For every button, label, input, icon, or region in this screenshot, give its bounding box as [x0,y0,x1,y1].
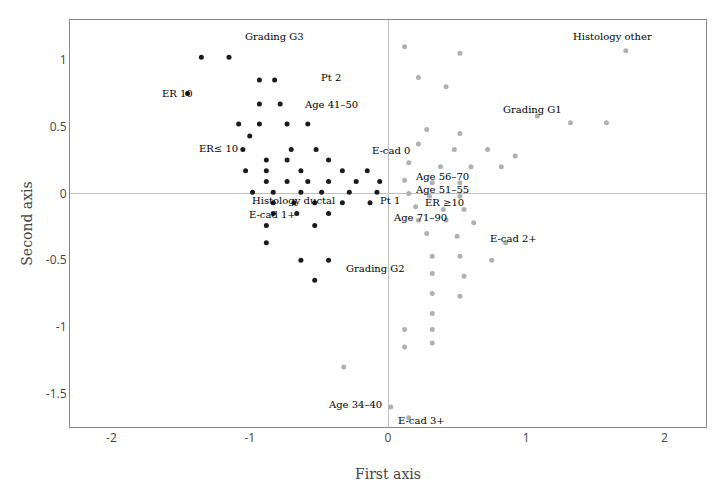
svg-text:Age 71–90: Age 71–90 [393,212,447,223]
svg-text:E-cad 1+: E-cad 1+ [249,209,296,220]
svg-text:First axis: First axis [355,466,421,482]
svg-text:E-cad 0: E-cad 0 [372,145,410,156]
svg-text:Pt 2: Pt 2 [321,72,341,83]
svg-text:Age 34–40: Age 34–40 [328,399,382,410]
svg-text:Grading G2: Grading G2 [346,263,405,274]
svg-text:0.5: 0.5 [50,118,67,135]
svg-text:2: 2 [661,429,668,446]
svg-text:-1: -1 [244,429,255,446]
svg-text:ER 10: ER 10 [162,88,193,99]
svg-text:Histology ductal: Histology ductal [252,195,335,206]
svg-text:1: 1 [523,429,530,446]
svg-text:0: 0 [385,429,392,446]
svg-text:ER ≥10: ER ≥10 [425,197,464,208]
svg-text:-1.5: -1.5 [46,385,67,402]
svg-text:-1: -1 [56,318,67,335]
svg-text:-2: -2 [106,429,117,446]
svg-text:E-cad 2+: E-cad 2+ [490,233,537,244]
svg-text:ER≤ 10: ER≤ 10 [199,143,238,154]
svg-text:Histology other: Histology other [573,31,652,42]
svg-text:Pt 1: Pt 1 [380,195,400,206]
svg-text:Age 51–55: Age 51–55 [415,184,469,195]
svg-text:Second axis: Second axis [19,181,35,265]
svg-text:E-cad 3+: E-cad 3+ [398,415,445,426]
svg-text:Age 41–50: Age 41–50 [304,99,358,110]
svg-text:1: 1 [60,51,67,68]
svg-text:Grading G1: Grading G1 [503,104,562,115]
svg-text:Grading G3: Grading G3 [245,31,304,42]
svg-text:Age 56–70: Age 56–70 [415,171,469,182]
svg-text:0: 0 [60,185,67,202]
svg-text:-0.5: -0.5 [46,251,67,268]
